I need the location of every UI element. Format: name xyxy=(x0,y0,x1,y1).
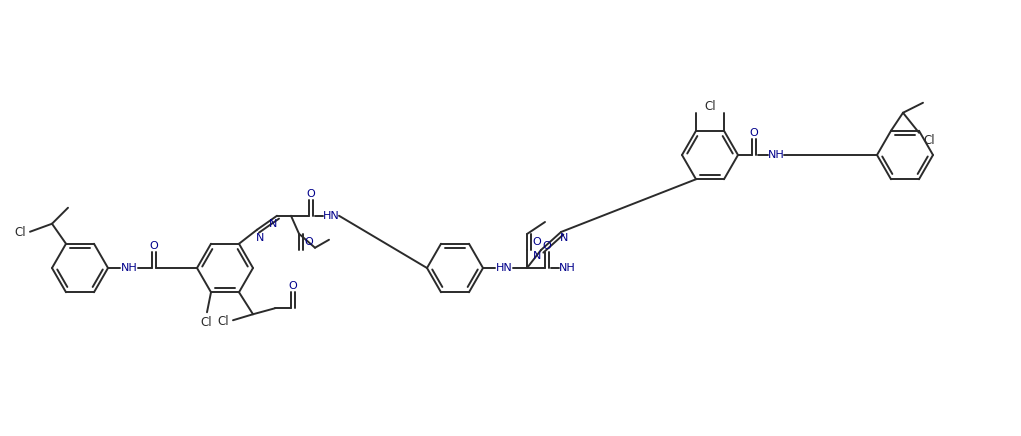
Text: NH: NH xyxy=(558,263,576,273)
Text: Cl: Cl xyxy=(704,100,716,113)
Text: O: O xyxy=(304,237,313,247)
Text: O: O xyxy=(749,128,759,138)
Text: O: O xyxy=(289,281,297,291)
Text: NH: NH xyxy=(768,150,784,160)
Text: NH: NH xyxy=(120,263,138,273)
Text: Cl: Cl xyxy=(217,315,229,328)
Text: N: N xyxy=(256,233,264,243)
Text: O: O xyxy=(533,237,541,247)
Text: O: O xyxy=(306,189,315,199)
Text: Cl: Cl xyxy=(200,316,211,329)
Text: HN: HN xyxy=(323,211,339,221)
Text: O: O xyxy=(542,241,551,251)
Text: N: N xyxy=(269,219,277,229)
Text: O: O xyxy=(150,241,158,251)
Text: Cl: Cl xyxy=(923,134,934,147)
Text: HN: HN xyxy=(495,263,513,273)
Text: N: N xyxy=(533,251,541,261)
Text: N: N xyxy=(560,233,569,243)
Text: Cl: Cl xyxy=(14,226,26,239)
